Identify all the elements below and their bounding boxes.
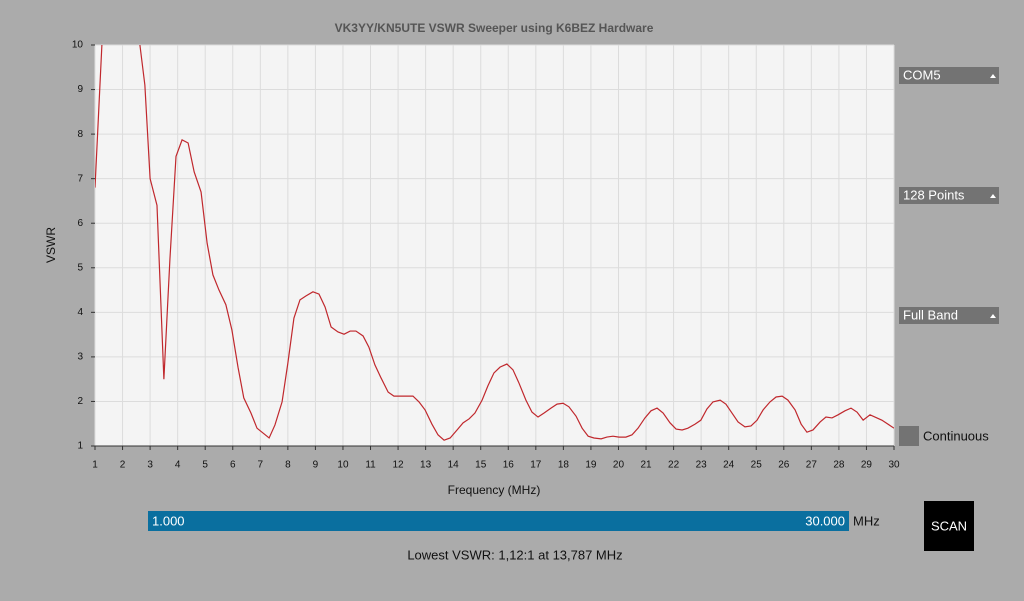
x-tick-label: 5 (202, 460, 208, 471)
x-tick-label: 7 (258, 460, 264, 471)
y-tick-label: 2 (77, 396, 83, 407)
x-tick-label: 1 (92, 460, 98, 471)
points-value: 128 Points (903, 187, 965, 202)
x-tick-label: 29 (861, 460, 873, 471)
x-tick-label: 24 (723, 460, 735, 471)
x-tick-label: 11 (365, 460, 376, 471)
x-tick-label: 12 (393, 460, 405, 471)
x-tick-label: 19 (585, 460, 597, 471)
x-tick-label: 17 (530, 460, 542, 471)
y-tick-label: 8 (77, 129, 83, 140)
chart-title: VK3YY/KN5UTE VSWR Sweeper using K6BEZ Ha… (335, 21, 654, 35)
x-tick-label: 2 (120, 460, 126, 471)
points-dropdown[interactable] (899, 187, 999, 204)
port-value: COM5 (903, 67, 941, 82)
plot-area (95, 45, 894, 446)
y-tick-label: 10 (72, 40, 84, 51)
x-tick-label: 10 (337, 460, 349, 471)
x-tick-label: 15 (475, 460, 487, 471)
range-slider[interactable] (148, 511, 849, 531)
y-tick-label: 5 (77, 262, 83, 273)
x-tick-label: 3 (147, 460, 153, 471)
continuous-checkbox[interactable] (899, 426, 919, 446)
band-dropdown[interactable] (899, 307, 999, 324)
dropdown-arrow (990, 74, 996, 78)
grid: 1 2 3 4 5 6 7 8 9 10 11 12 13 14 15 16 17 18 19 20 21 22 23 24 2… (72, 40, 900, 471)
vswr-line (95, 45, 894, 441)
x-tick-label: 13 (420, 460, 432, 471)
x-tick-label: 21 (640, 460, 652, 471)
x-tick-label: 27 (806, 460, 818, 471)
dropdown-arrow (990, 194, 996, 198)
x-tick-label: 20 (613, 460, 625, 471)
band-value: Full Band (903, 307, 958, 322)
start-frequency: 1.000 (152, 513, 185, 528)
x-tick-label: 26 (778, 460, 790, 471)
x-tick-label: 6 (230, 460, 236, 471)
x-tick-label: 8 (285, 460, 291, 471)
x-tick-label: 30 (888, 460, 900, 471)
x-tick-label: 9 (313, 460, 319, 471)
x-tick-label: 16 (503, 460, 515, 471)
port-dropdown[interactable] (899, 67, 999, 84)
x-tick-label: 18 (558, 460, 570, 471)
x-tick-label: 25 (751, 460, 763, 471)
x-tick-label: 28 (833, 460, 845, 471)
y-tick-label: 1 (77, 441, 83, 452)
y-tick-label: 4 (77, 307, 83, 318)
y-tick-label: 7 (77, 173, 83, 184)
y-axis-label: VSWR (44, 227, 58, 263)
y-tick-label: 9 (77, 84, 83, 95)
unit-label: MHz (853, 513, 880, 528)
x-tick-label: 4 (175, 460, 181, 471)
scan-button[interactable] (924, 501, 974, 551)
x-tick-label: 23 (696, 460, 708, 471)
scan-label: SCAN (931, 518, 967, 533)
stop-frequency: 30.000 (805, 513, 845, 528)
y-tick-label: 3 (77, 352, 83, 363)
plot (95, 45, 894, 441)
status-text: Lowest VSWR: 1,12:1 at 13,787 MHz (407, 547, 622, 562)
dropdown-arrow (990, 314, 996, 318)
x-tick-label: 22 (668, 460, 680, 471)
continuous-label: Continuous (923, 428, 989, 443)
y-tick-label: 6 (77, 218, 83, 229)
x-axis-label: Frequency (MHz) (448, 483, 541, 497)
x-tick-label: 14 (448, 460, 460, 471)
